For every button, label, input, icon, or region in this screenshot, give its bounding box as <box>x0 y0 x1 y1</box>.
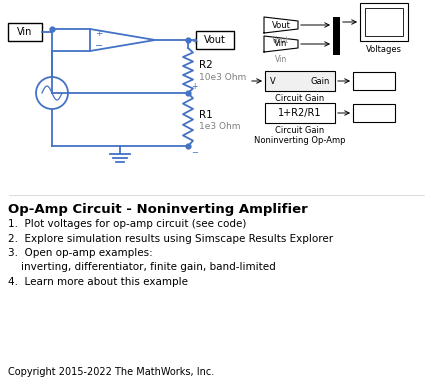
Text: 1e3 Ohm: 1e3 Ohm <box>199 122 240 131</box>
Bar <box>333 17 340 55</box>
Text: 1.  Plot voltages for op-amp circuit (see code): 1. Plot voltages for op-amp circuit (see… <box>8 219 246 229</box>
Text: Vout: Vout <box>271 20 291 29</box>
Bar <box>360 3 408 41</box>
Text: Vout: Vout <box>272 36 290 45</box>
Bar <box>353 72 395 90</box>
Text: Op-Amp Circuit - Noninverting Amplifier: Op-Amp Circuit - Noninverting Amplifier <box>8 203 308 216</box>
Text: +: + <box>95 29 103 38</box>
Text: Copyright 2015-2022 The MathWorks, Inc.: Copyright 2015-2022 The MathWorks, Inc. <box>8 367 214 377</box>
Text: +: + <box>191 82 197 91</box>
Text: inverting, differentiator, finite gain, band-limited: inverting, differentiator, finite gain, … <box>8 262 276 273</box>
Text: 10e3 Ohm: 10e3 Ohm <box>199 73 246 82</box>
Text: Vin: Vin <box>275 39 288 48</box>
Bar <box>353 104 395 122</box>
Text: Vin: Vin <box>17 27 32 37</box>
Text: −: − <box>95 41 103 51</box>
Text: 2.  Explore simulation results using Simscape Results Explorer: 2. Explore simulation results using Sims… <box>8 233 333 244</box>
Text: R1: R1 <box>199 109 213 120</box>
Text: V: V <box>270 77 276 86</box>
Text: Circuit Gain: Circuit Gain <box>275 94 325 103</box>
Bar <box>365 8 403 36</box>
Bar <box>265 71 335 91</box>
Text: Vin: Vin <box>275 55 287 64</box>
Text: Gain: Gain <box>310 77 330 86</box>
Text: +: + <box>191 37 197 46</box>
Text: Voltages: Voltages <box>366 45 402 54</box>
Text: 4.  Learn more about this example: 4. Learn more about this example <box>8 277 188 287</box>
Text: Vout: Vout <box>204 35 226 45</box>
Bar <box>8 23 42 41</box>
Text: R2: R2 <box>199 61 213 70</box>
Text: 1+R2/R1: 1+R2/R1 <box>278 108 322 118</box>
Bar <box>265 103 335 123</box>
Text: −: − <box>191 148 198 157</box>
Text: Circuit Gain: Circuit Gain <box>275 126 325 135</box>
Text: Noninverting Op-Amp: Noninverting Op-Amp <box>254 136 346 145</box>
Text: 3.  Open op-amp examples:: 3. Open op-amp examples: <box>8 248 153 258</box>
Bar <box>196 31 234 49</box>
